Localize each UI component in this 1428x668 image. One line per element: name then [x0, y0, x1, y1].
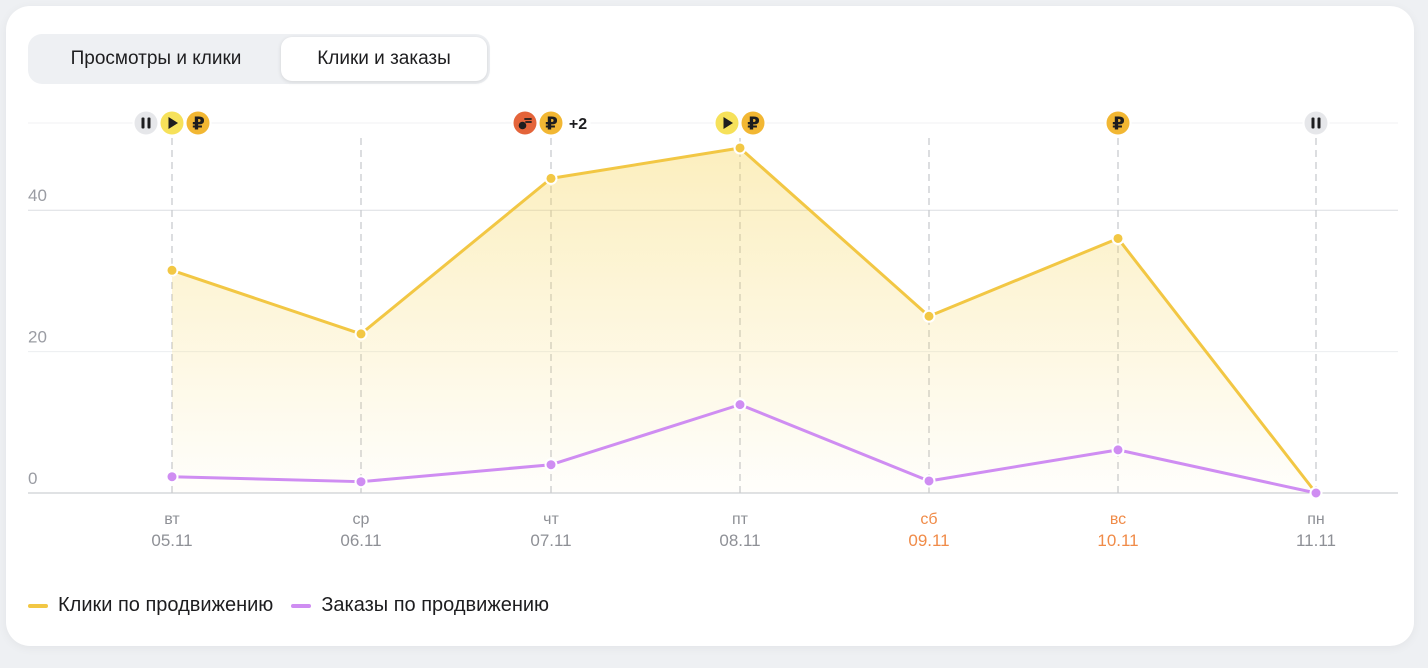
x-tick-date: 07.11	[530, 531, 571, 550]
y-tick-label: 20	[28, 328, 47, 347]
tab-switcher: Просмотры и клики Клики и заказы	[28, 34, 490, 84]
x-tick-date: 05.11	[151, 531, 192, 550]
data-point-orders	[354, 475, 368, 489]
x-tick-date: 11.11	[1296, 531, 1336, 550]
x-tick-day: пт	[732, 511, 749, 528]
data-point-clicks	[922, 309, 936, 323]
legend-item-orders: Заказы по продвижению	[291, 594, 549, 617]
data-point-clicks	[1111, 231, 1125, 245]
legend-label-clicks: Клики по продвижению	[58, 594, 274, 616]
ruble-icon: ₽	[1104, 109, 1132, 137]
pause-icon	[1302, 109, 1330, 137]
y-tick-label: 0	[28, 469, 37, 488]
legend-swatch-clicks	[28, 603, 48, 608]
x-tick-day: вс	[1110, 511, 1126, 528]
legend-swatch-orders	[291, 603, 312, 608]
data-point-orders	[733, 398, 747, 412]
x-tick-day: чт	[543, 511, 559, 528]
svg-text:₽: ₽	[747, 114, 760, 135]
tab-clicks-and-orders[interactable]: Клики и заказы	[281, 37, 487, 81]
ruble-icon: ₽	[537, 109, 565, 137]
x-tick-day: вт	[164, 511, 180, 528]
data-point-orders	[165, 470, 179, 484]
x-tick-date: 08.11	[719, 531, 760, 550]
play-icon	[713, 109, 741, 137]
y-tick-label: 40	[28, 186, 47, 205]
data-point-clicks	[165, 263, 179, 277]
x-tick-day: ср	[353, 511, 370, 528]
pause-icon	[132, 109, 160, 137]
legend-item-clicks: Клики по продвижению	[28, 594, 273, 617]
data-point-clicks	[354, 327, 368, 341]
tab-views-and-clicks[interactable]: Просмотры и клики	[70, 48, 242, 69]
svg-text:₽: ₽	[545, 114, 558, 135]
data-point-orders	[1111, 443, 1125, 457]
ruble-icon: ₽	[739, 109, 767, 137]
data-point-orders	[1309, 486, 1323, 500]
promo-icon	[511, 109, 539, 137]
svg-text:₽: ₽	[1112, 114, 1125, 135]
data-point-orders	[922, 474, 936, 488]
ruble-icon: ₽	[184, 109, 212, 137]
data-point-orders	[544, 458, 558, 472]
x-tick-date: 06.11	[340, 531, 381, 550]
legend-label-orders: Заказы по продвижению	[321, 594, 550, 616]
chart-legend: Клики по продвижению Заказы по продвижен…	[28, 594, 567, 617]
x-tick-day: пн	[1307, 511, 1325, 528]
data-point-clicks	[544, 171, 558, 185]
x-tick-day: сб	[920, 511, 937, 528]
svg-text:₽: ₽	[192, 114, 205, 135]
play-icon	[158, 109, 186, 137]
series-area-clicks	[172, 147, 1316, 493]
more-events-badge: +2	[565, 110, 591, 136]
x-tick-date: 09.11	[908, 531, 949, 550]
x-tick-date: 10.11	[1097, 531, 1138, 550]
data-point-clicks	[733, 141, 747, 155]
more-events-label: +2	[569, 116, 587, 133]
